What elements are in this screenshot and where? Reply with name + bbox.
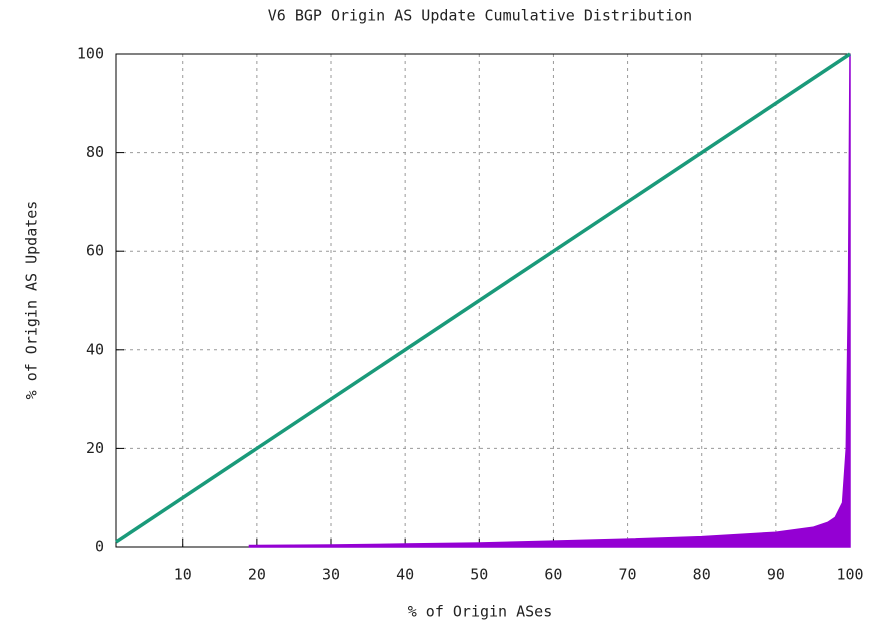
y-axis-label: % of Origin AS Updates: [23, 201, 41, 400]
y-tick-label: 80: [86, 143, 104, 161]
y-tick-label: 0: [95, 538, 104, 556]
x-tick-label: 60: [544, 566, 562, 584]
y-tick-label: 60: [86, 242, 104, 260]
y-tick-label: 40: [86, 340, 104, 358]
area: [248, 53, 851, 548]
x-tick-label: 90: [767, 566, 785, 584]
x-tick-label: 10: [174, 566, 192, 584]
x-tick-label: 30: [322, 566, 340, 584]
x-tick-label: 80: [693, 566, 711, 584]
line: [115, 52, 851, 544]
y-tick-label: 100: [77, 45, 104, 63]
x-tick-label: 40: [396, 566, 414, 584]
x-tick-label: 50: [470, 566, 488, 584]
x-tick-label: 70: [619, 566, 637, 584]
x-tick-label: 100: [836, 566, 863, 584]
x-tick-label: 20: [248, 566, 266, 584]
y-tick-label: 20: [86, 439, 104, 457]
chart-title: V6 BGP Origin AS Update Cumulative Distr…: [268, 7, 692, 25]
x-axis-label: % of Origin ASes: [408, 603, 553, 621]
